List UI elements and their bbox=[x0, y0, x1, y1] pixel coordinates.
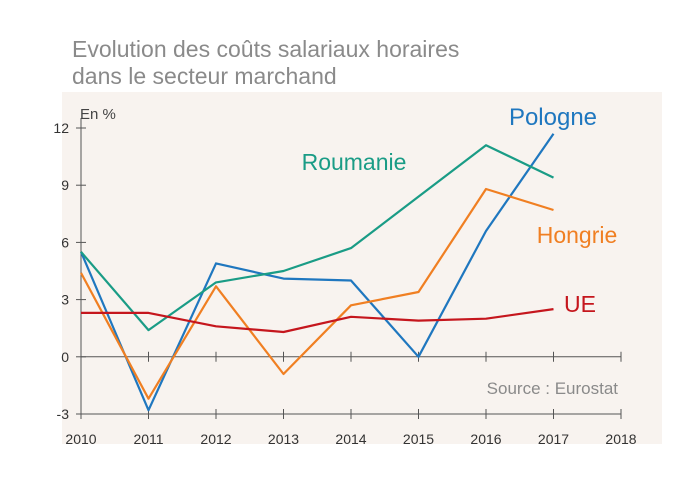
series-label-hongrie: Hongrie bbox=[537, 222, 618, 248]
x-tick-label: 2016 bbox=[470, 431, 501, 447]
y-tick-label: -3 bbox=[57, 406, 70, 422]
title-line-1: Evolution des coûts salariaux horaires bbox=[72, 36, 460, 62]
y-tick-label: 0 bbox=[61, 349, 69, 365]
y-tick-label: 12 bbox=[53, 120, 69, 136]
series-line-ue bbox=[81, 308, 554, 334]
axes: -3 0 3 6 9 12 2010 2011 2012 2013 2014 2015 2016 2017… bbox=[53, 118, 637, 447]
series-labels: Pologne Roumanie Hongrie UE bbox=[302, 104, 618, 317]
y-tick-label: 3 bbox=[61, 292, 69, 308]
x-tick-label: 2012 bbox=[200, 431, 231, 447]
y-tick-label: 9 bbox=[61, 177, 69, 193]
series-line-pologne bbox=[79, 133, 555, 412]
x-tick-label: 2018 bbox=[605, 431, 636, 447]
x-tick-label: 2013 bbox=[268, 431, 299, 447]
series-label-ue: UE bbox=[564, 291, 596, 317]
plot-background bbox=[62, 92, 662, 444]
y-tick-label: 6 bbox=[61, 234, 69, 250]
series-line-roumanie bbox=[80, 144, 554, 332]
series-label-pologne: Pologne bbox=[509, 104, 597, 131]
y-axis-label: En % bbox=[80, 106, 116, 123]
source-note: Source : Eurostat bbox=[487, 379, 619, 398]
series-lines bbox=[79, 133, 555, 412]
series-line-hongrie bbox=[80, 187, 554, 400]
x-tick-label: 2010 bbox=[65, 431, 96, 447]
x-tick-label: 2015 bbox=[403, 431, 434, 447]
title-line-2: dans le secteur marchand bbox=[72, 63, 337, 89]
x-tick-label: 2017 bbox=[538, 431, 569, 447]
chart-title: Evolution des coûts salariaux horaires d… bbox=[72, 36, 632, 90]
x-tick-label: 2011 bbox=[133, 431, 163, 447]
x-tick-label: 2014 bbox=[335, 431, 366, 447]
series-label-roumanie: Roumanie bbox=[302, 149, 407, 175]
